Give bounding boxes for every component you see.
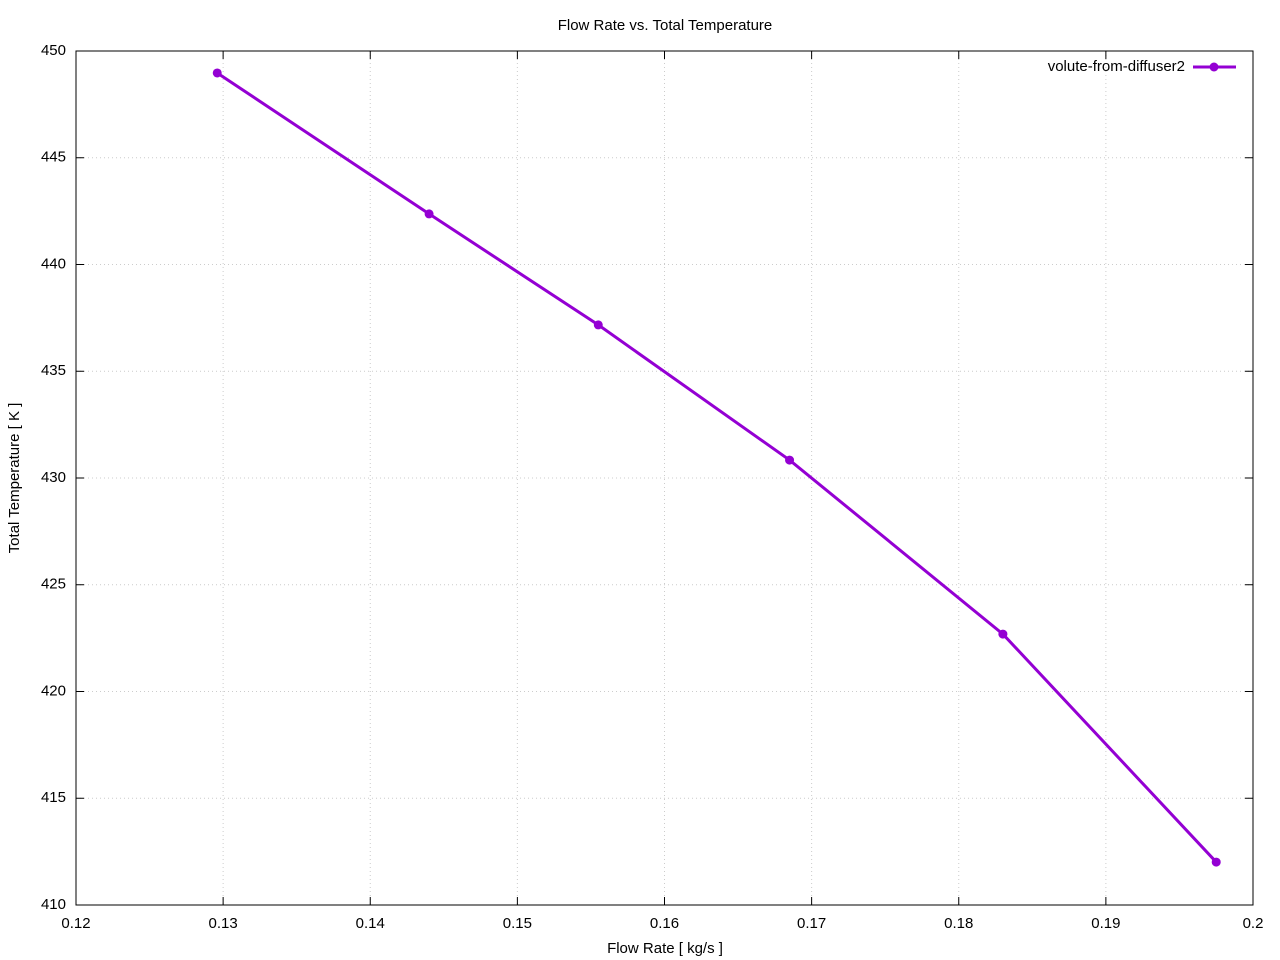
data-point xyxy=(424,209,434,219)
y-tick-label: 435 xyxy=(41,362,66,379)
y-tick-label: 440 xyxy=(41,255,66,272)
y-tick-label: 450 xyxy=(41,42,66,59)
data-point xyxy=(1211,857,1221,867)
data-point xyxy=(212,68,222,78)
chart-title: Flow Rate vs. Total Temperature xyxy=(558,17,773,34)
y-tick-label: 415 xyxy=(41,789,66,806)
x-tick-label: 0.13 xyxy=(209,915,238,932)
x-tick-label: 0.2 xyxy=(1243,915,1264,932)
series-line xyxy=(216,71,1218,864)
y-axis-label: Total Temperature [ K ] xyxy=(6,403,23,554)
data-point xyxy=(593,320,603,330)
data-point xyxy=(998,629,1008,639)
y-tick-label: 420 xyxy=(41,682,66,699)
x-tick-label: 0.18 xyxy=(944,915,973,932)
x-tick-label: 0.14 xyxy=(356,915,385,932)
x-tick-label: 0.19 xyxy=(1091,915,1120,932)
x-axis-label: Flow Rate [ kg/s ] xyxy=(607,940,723,957)
x-tick-label: 0.12 xyxy=(61,915,90,932)
x-tick-label: 0.17 xyxy=(797,915,826,932)
y-tick-label: 425 xyxy=(41,576,66,593)
x-tick-label: 0.15 xyxy=(503,915,532,932)
plot-border xyxy=(75,50,1254,906)
legend-marker xyxy=(1209,62,1219,72)
data-point xyxy=(785,455,795,465)
y-tick-label: 410 xyxy=(41,896,66,913)
legend-label: volute-from-diffuser2 xyxy=(1048,58,1185,75)
y-tick-label: 445 xyxy=(41,149,66,166)
y-tick-label: 430 xyxy=(41,469,66,486)
x-tick-label: 0.16 xyxy=(650,915,679,932)
